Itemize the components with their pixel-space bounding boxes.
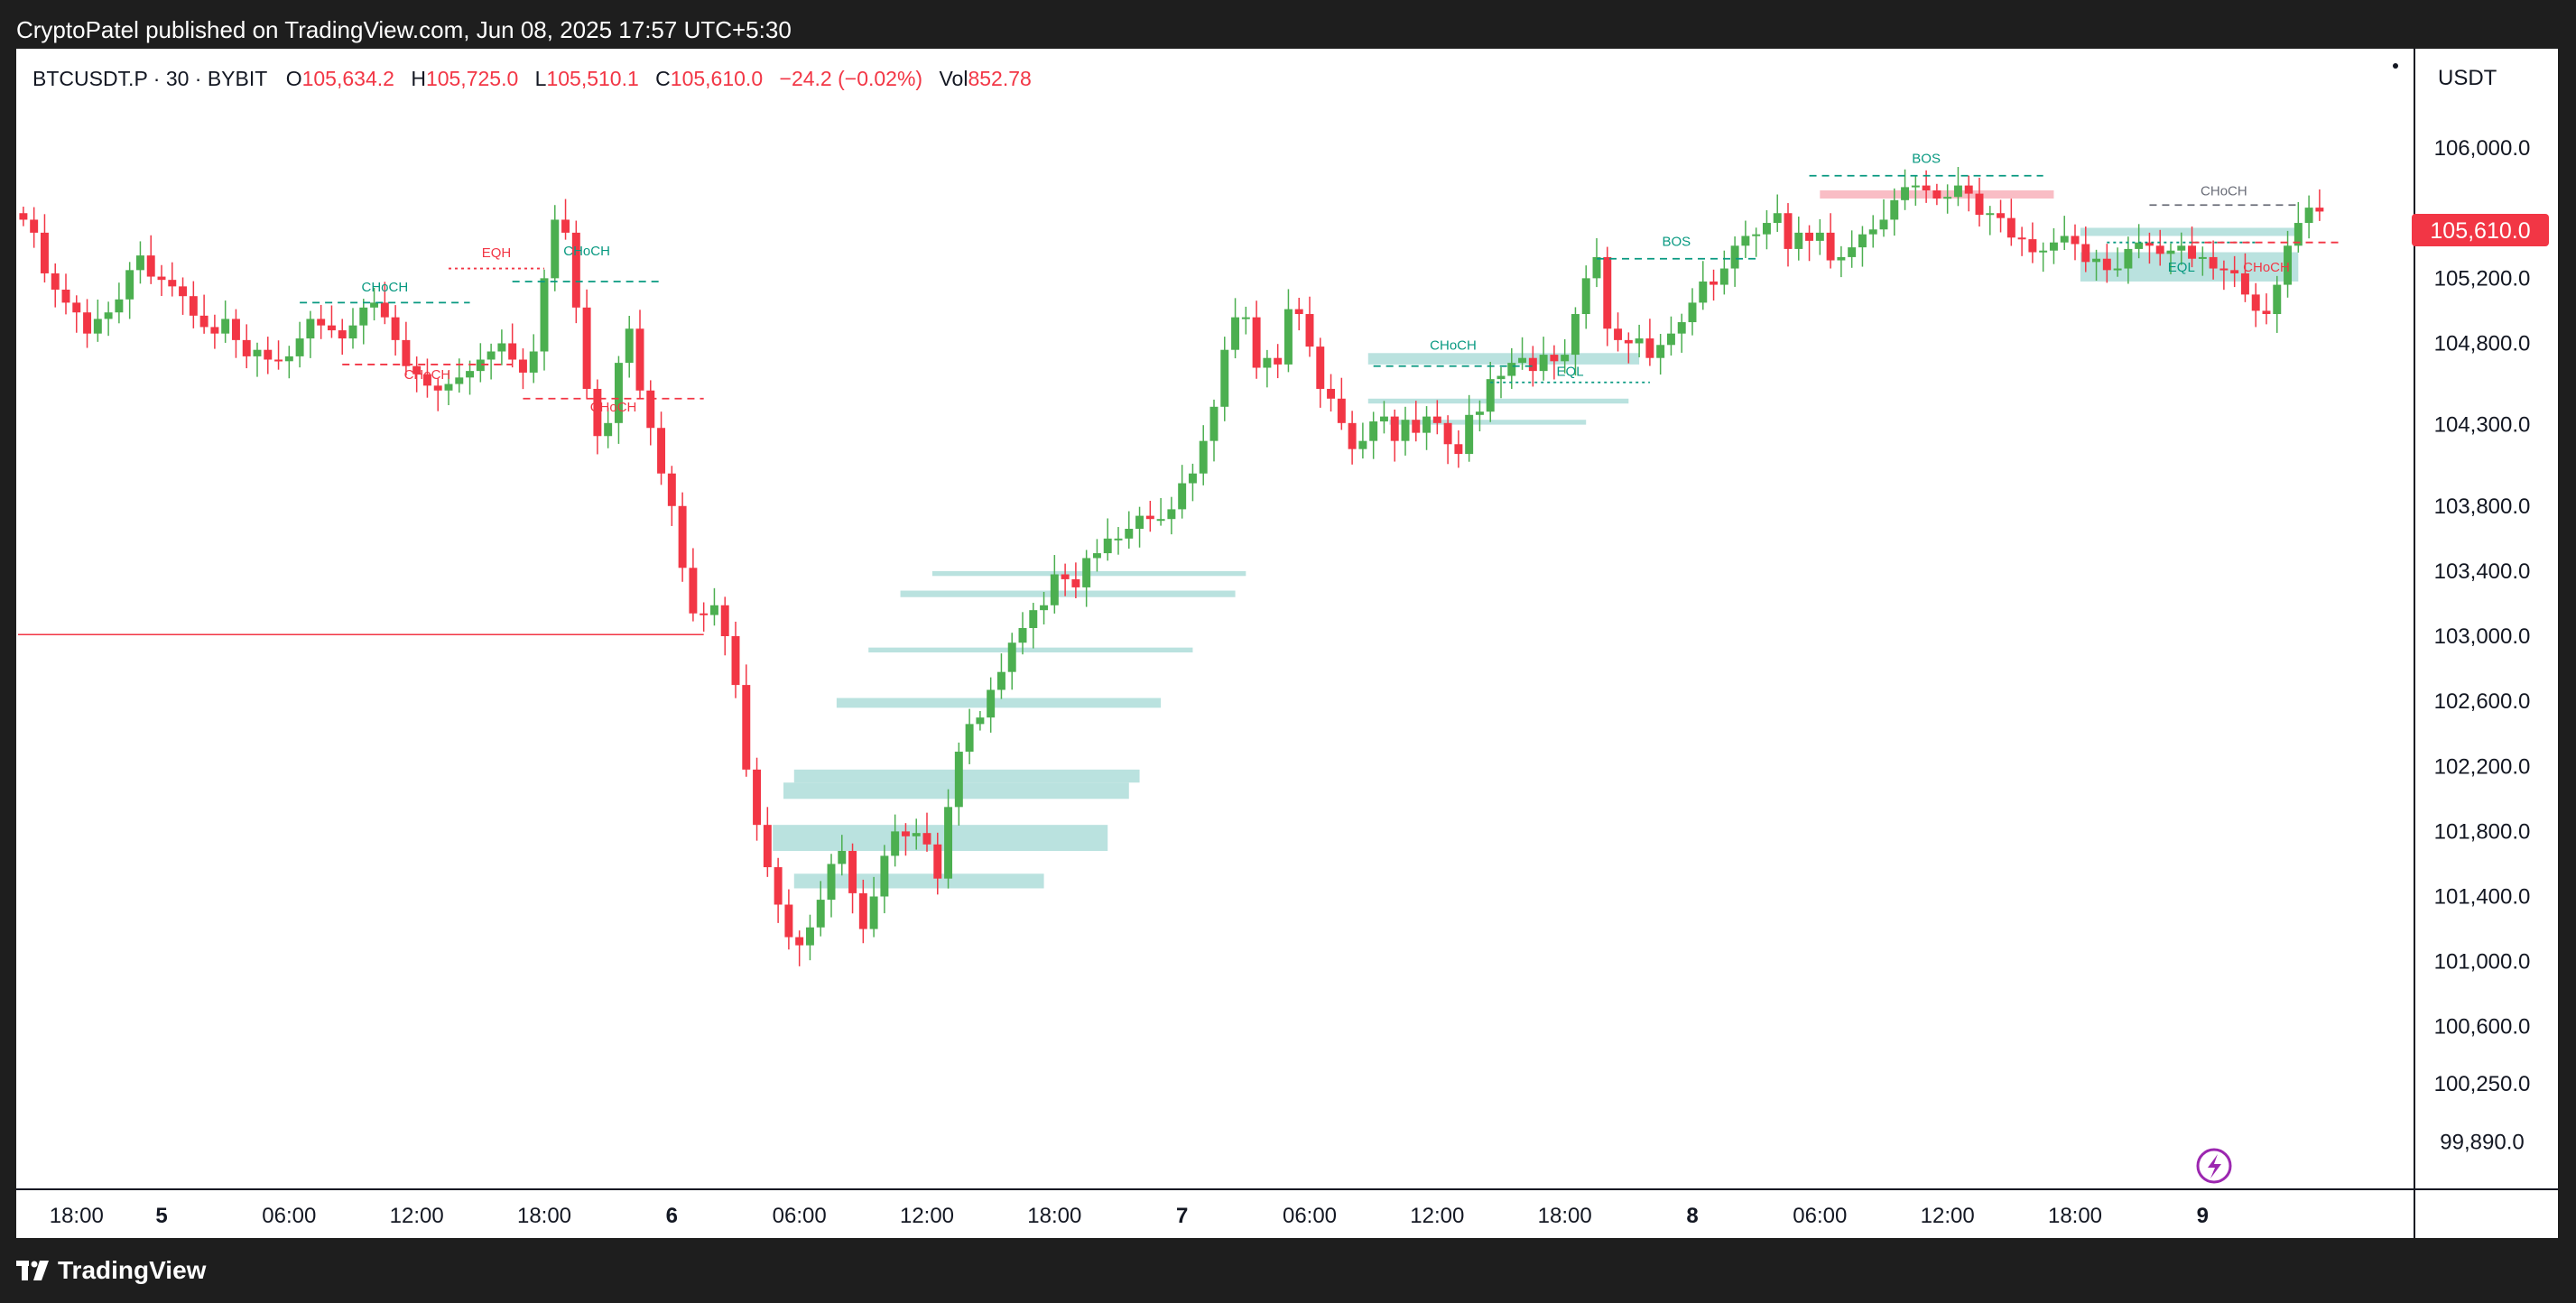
legend-high: 105,725.0 [425, 67, 519, 90]
legend-low-label: L [534, 67, 547, 90]
publisher-text: CryptoPatel published on TradingView.com… [16, 16, 792, 43]
legend-open-label: O [285, 67, 302, 90]
symbol-legend: BTCUSDT.P · 30 · BYBIT O105,634.2 H105,7… [32, 67, 1042, 91]
chart-frame[interactable] [16, 49, 2558, 1238]
legend-open: 105,634.2 [301, 67, 394, 90]
tradingview-icon [16, 1261, 49, 1280]
footer-bar: TradingView [0, 1238, 2576, 1303]
tradingview-wordmark: TradingView [58, 1256, 207, 1284]
legend-low: 105,510.1 [546, 67, 639, 90]
publisher-bar: CryptoPatel published on TradingView.com… [0, 0, 2576, 49]
legend-close-label: C [655, 67, 671, 90]
legend-vol: 852.78 [968, 67, 1032, 90]
legend-high-label: H [411, 67, 426, 90]
legend-symbol[interactable]: BTCUSDT.P · 30 · BYBIT [32, 67, 268, 90]
legend-close: 105,610.0 [670, 67, 764, 90]
legend-change: −24.2 (−0.02%) [779, 67, 923, 90]
tradingview-logo[interactable]: TradingView [16, 1256, 206, 1285]
currency-label[interactable]: USDT [2438, 66, 2497, 90]
legend-vol-label: Vol [939, 67, 968, 90]
